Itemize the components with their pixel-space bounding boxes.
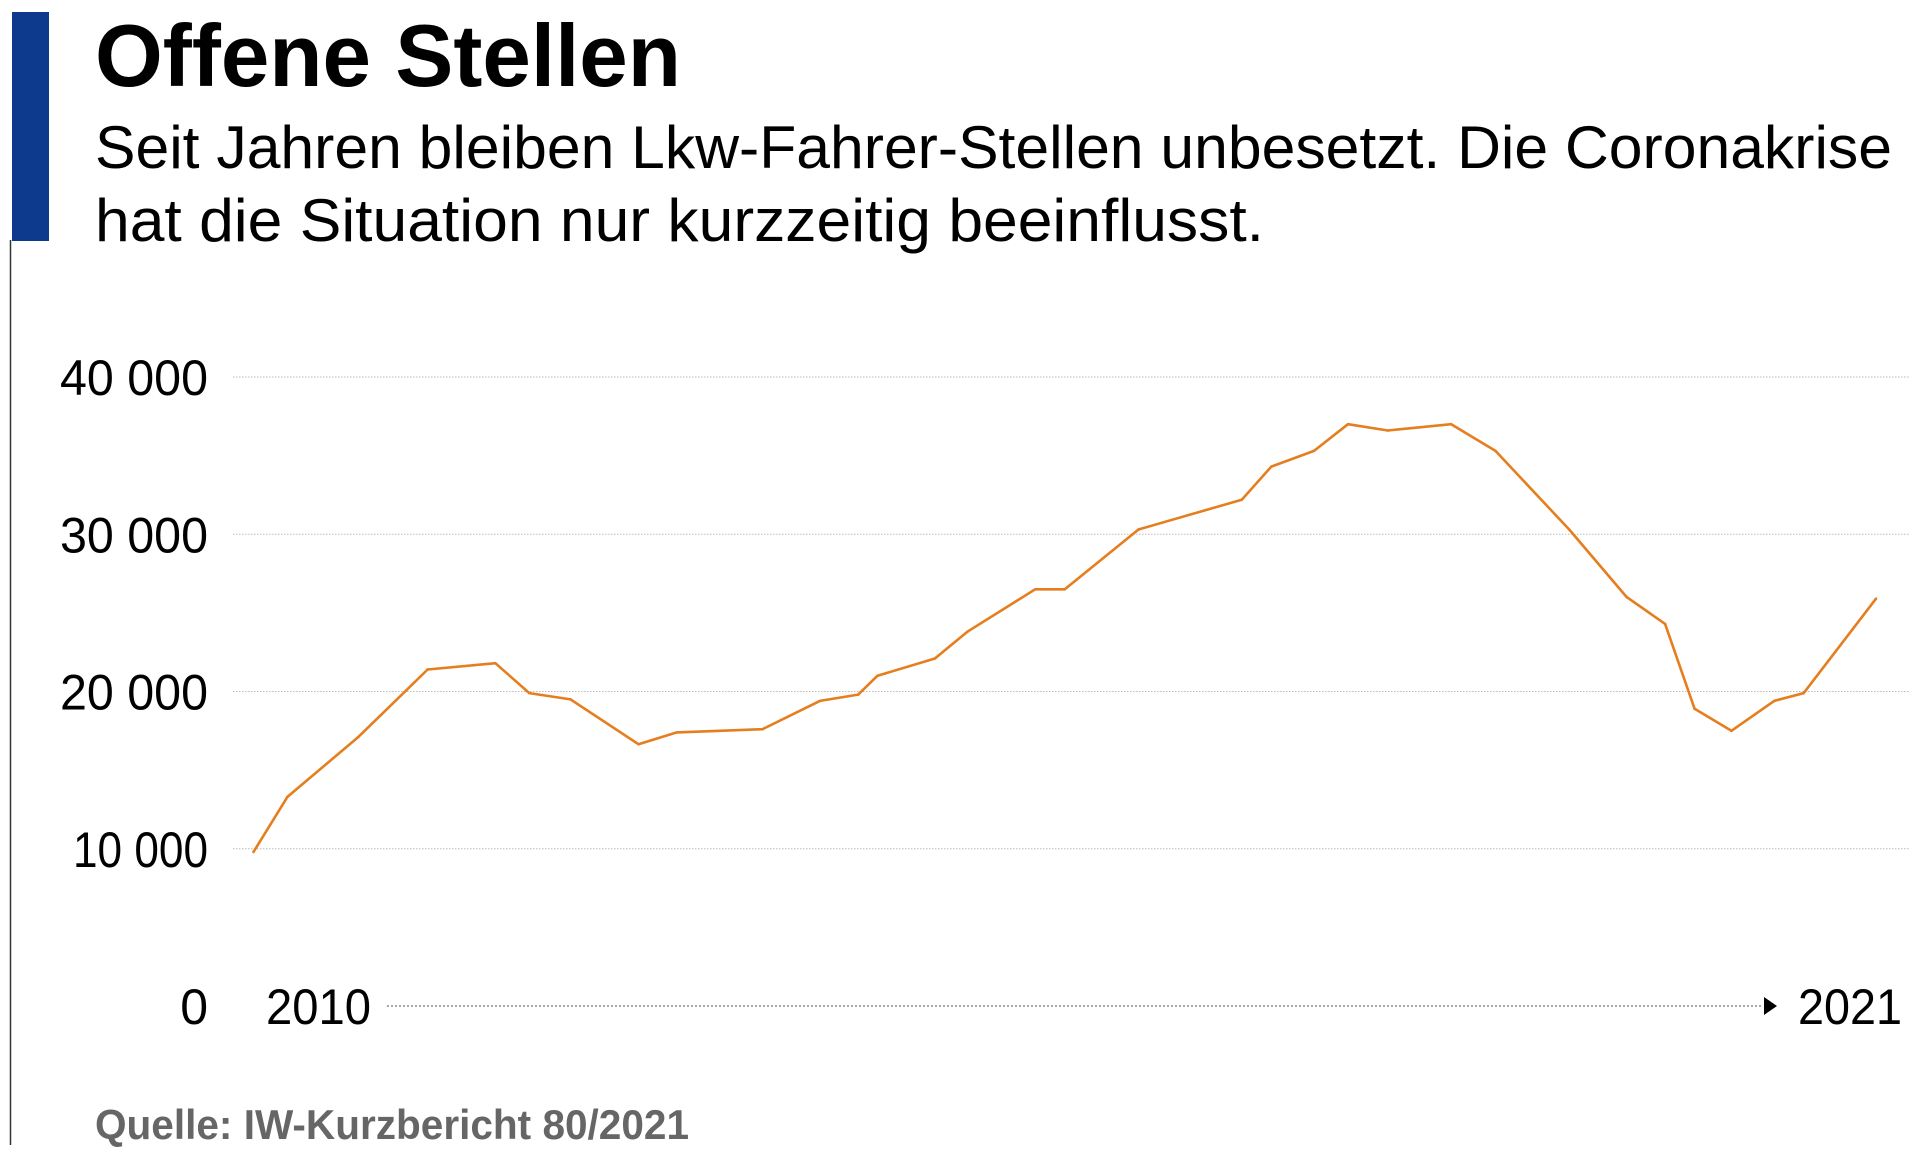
data-point xyxy=(1346,422,1350,426)
x-axis-arrow-icon xyxy=(1764,997,1777,1015)
data-point xyxy=(1874,597,1878,601)
y-tick-label: 0 xyxy=(180,979,208,1035)
data-point xyxy=(675,731,679,734)
y-tick-label: 20 000 xyxy=(60,665,208,721)
x-tick-label-end: 2021 xyxy=(1798,979,1902,1035)
data-point xyxy=(933,657,937,660)
y-tick-label: 10 000 xyxy=(73,822,208,878)
chart-subtitle-line1: Seit Jahren bleiben Lkw-Fahrer-Stellen u… xyxy=(95,114,1892,181)
data-point xyxy=(1137,528,1140,531)
data-point xyxy=(966,630,969,634)
data-point xyxy=(761,727,764,731)
chart-title: Offene Stellen xyxy=(95,6,681,105)
accent-bar xyxy=(12,12,49,241)
data-point xyxy=(1269,465,1273,468)
data-point xyxy=(252,850,255,854)
gridlines xyxy=(233,376,1910,850)
data-point xyxy=(1693,707,1696,711)
data-point xyxy=(1240,498,1244,501)
data-point xyxy=(426,668,429,671)
data-point xyxy=(1663,622,1667,626)
data-points xyxy=(252,422,1878,854)
data-point xyxy=(818,699,822,703)
data-point xyxy=(356,735,360,739)
data-point xyxy=(1802,691,1806,695)
data-point xyxy=(528,691,531,695)
series-line xyxy=(252,422,1878,853)
data-point xyxy=(1730,729,1733,733)
y-axis-labels: 0 10 000 20 000 30 000 40 000 xyxy=(60,350,208,1035)
data-point xyxy=(286,795,289,799)
data-point xyxy=(1449,422,1453,426)
source-note: Quelle: IW-Kurzbericht 80/2021 xyxy=(95,1101,689,1148)
data-point xyxy=(637,742,640,746)
data-point xyxy=(1772,699,1776,703)
data-point xyxy=(569,698,572,701)
x-tick-label-start: 2010 xyxy=(266,979,371,1035)
data-point xyxy=(1033,587,1037,591)
data-point xyxy=(1312,449,1316,453)
y-tick-label: 40 000 xyxy=(60,350,208,406)
data-point xyxy=(1567,528,1571,531)
data-point xyxy=(856,693,860,696)
data-point xyxy=(1063,587,1067,591)
chart-subtitle-line2: hat die Situation nur kurzzeitig beeinfl… xyxy=(95,187,1264,254)
data-point xyxy=(494,661,497,665)
data-point xyxy=(1494,449,1497,453)
data-point xyxy=(1386,429,1390,432)
data-point xyxy=(1625,595,1629,599)
y-tick-label: 30 000 xyxy=(60,507,208,563)
data-point xyxy=(876,674,879,678)
